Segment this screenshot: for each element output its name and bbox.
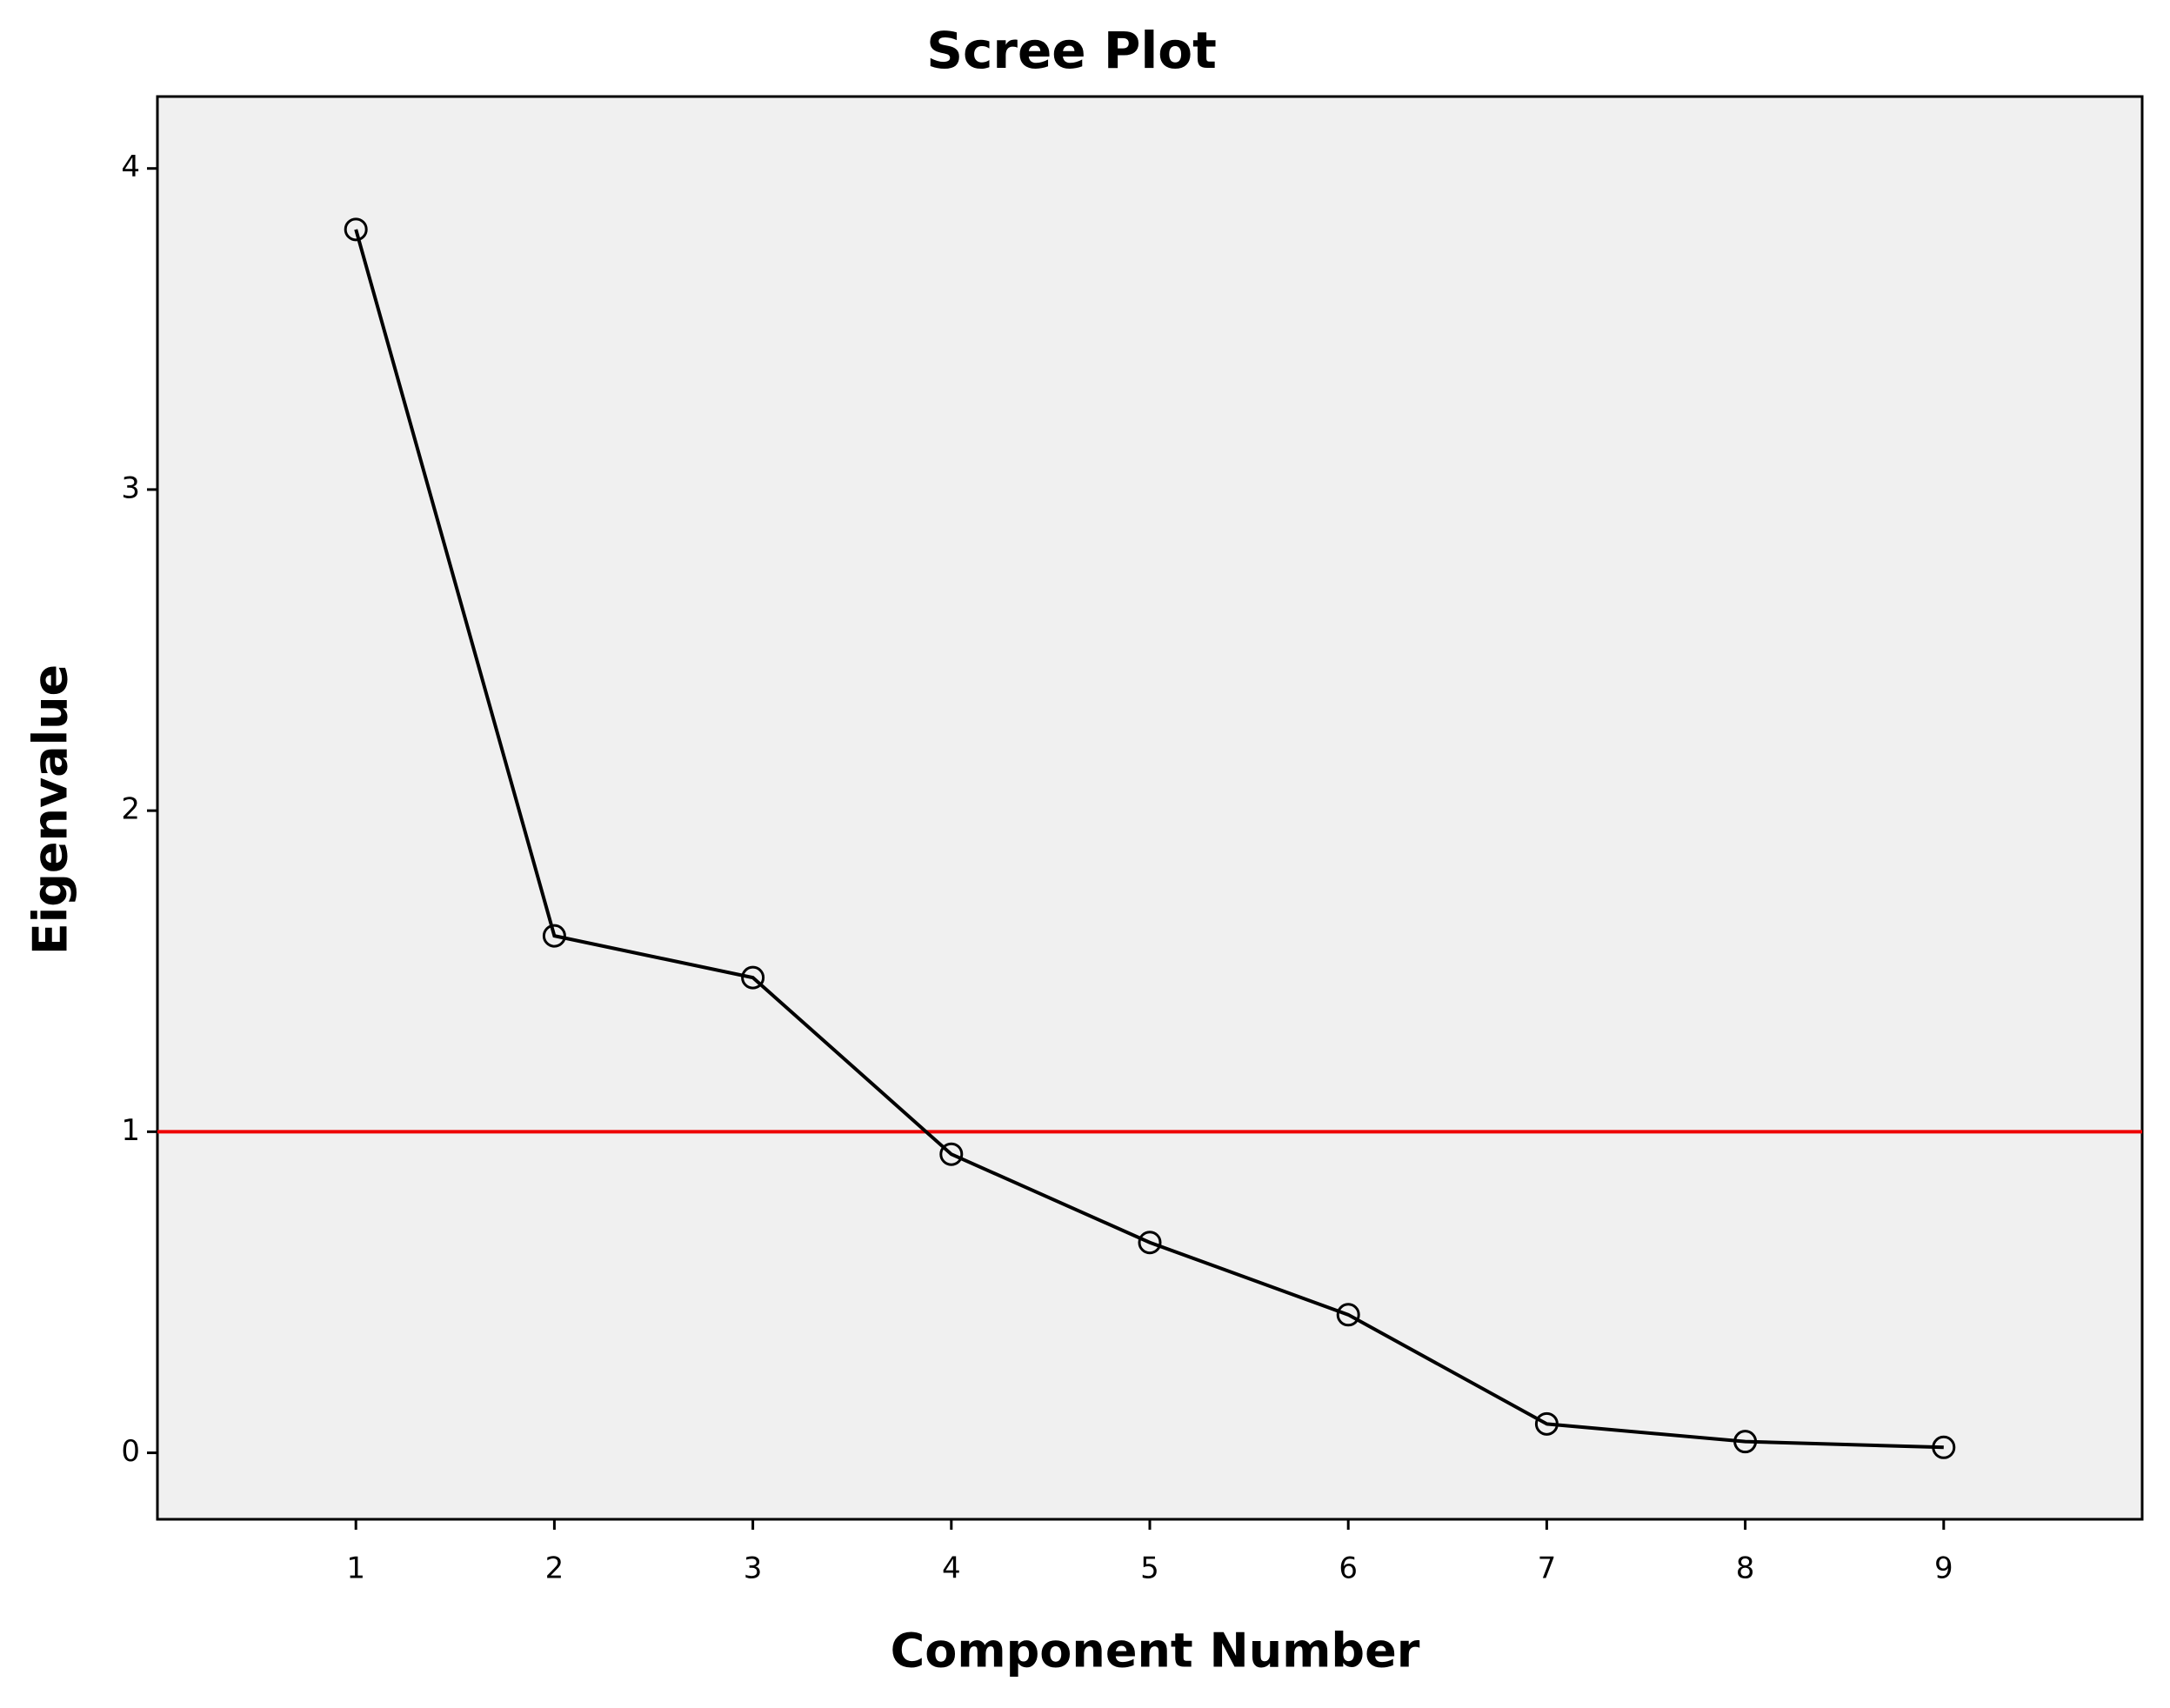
y-tick-label: 4 — [121, 150, 140, 184]
data-point — [939, 1142, 964, 1166]
data-point — [1733, 1430, 1758, 1454]
y-tick-label: 2 — [121, 792, 140, 827]
data-point — [1534, 1411, 1559, 1436]
data-point — [344, 217, 368, 242]
data-line — [354, 229, 1944, 1450]
data-point — [741, 965, 765, 990]
data-point — [1138, 1231, 1162, 1255]
plot-area — [156, 95, 2144, 1521]
chart-title: Scree Plot — [926, 21, 1217, 80]
x-tick-label: 9 — [1934, 1551, 1953, 1586]
y-tick-label: 0 — [121, 1434, 140, 1469]
x-tick-label: 7 — [1538, 1551, 1557, 1586]
x-tick-label: 8 — [1736, 1551, 1755, 1586]
x-tick-label: 5 — [1140, 1551, 1159, 1586]
data-point — [1336, 1303, 1360, 1327]
x-tick-label: 2 — [545, 1551, 564, 1586]
y-tick-label: 3 — [121, 470, 140, 505]
y-axis-label: Eigenvalue — [23, 664, 78, 955]
data-point — [1932, 1435, 1956, 1459]
y-tick-label: 1 — [121, 1113, 140, 1148]
x-tick-label: 6 — [1339, 1551, 1358, 1586]
data-point — [542, 924, 566, 948]
x-tick-label: 3 — [744, 1551, 763, 1586]
x-axis-label: Component Number — [891, 1624, 1420, 1678]
x-tick-label: 4 — [942, 1551, 961, 1586]
x-tick-label: 1 — [346, 1551, 365, 1586]
